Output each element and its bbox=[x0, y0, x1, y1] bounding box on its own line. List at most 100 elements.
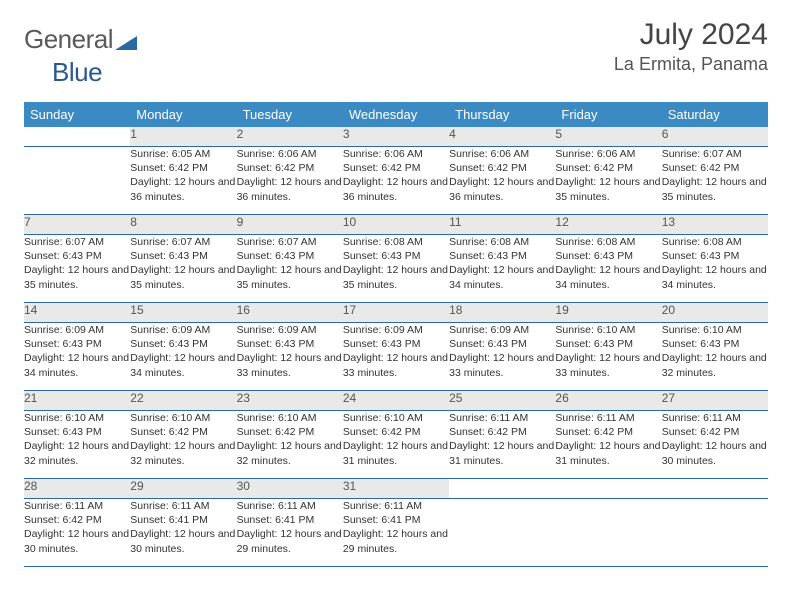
sunrise-line: Sunrise: 6:07 AM bbox=[24, 235, 130, 249]
day-number-cell: 20 bbox=[662, 303, 768, 323]
daylight-line: Daylight: 12 hours and 31 minutes. bbox=[555, 439, 661, 467]
sunrise-line: Sunrise: 6:09 AM bbox=[237, 323, 343, 337]
daylight-line: Daylight: 12 hours and 30 minutes. bbox=[24, 527, 130, 555]
sunrise-line: Sunrise: 6:09 AM bbox=[343, 323, 449, 337]
sunrise-line: Sunrise: 6:10 AM bbox=[24, 411, 130, 425]
sunrise-line: Sunrise: 6:11 AM bbox=[662, 411, 768, 425]
calendar-table: Sunday Monday Tuesday Wednesday Thursday… bbox=[24, 102, 768, 568]
daylight-line: Daylight: 12 hours and 33 minutes. bbox=[237, 351, 343, 379]
day-content-cell: Sunrise: 6:10 AMSunset: 6:42 PMDaylight:… bbox=[130, 411, 236, 479]
content-row: Sunrise: 6:05 AMSunset: 6:42 PMDaylight:… bbox=[24, 147, 768, 215]
daylight-line: Daylight: 12 hours and 36 minutes. bbox=[343, 175, 449, 203]
sunset-line: Sunset: 6:43 PM bbox=[237, 249, 343, 263]
sunset-line: Sunset: 6:43 PM bbox=[24, 249, 130, 263]
day-content-cell: Sunrise: 6:11 AMSunset: 6:42 PMDaylight:… bbox=[24, 499, 130, 567]
logo-triangle-icon bbox=[115, 26, 137, 57]
day-content-cell bbox=[24, 147, 130, 215]
daynum-row: 123456 bbox=[24, 127, 768, 147]
sunrise-line: Sunrise: 6:05 AM bbox=[130, 147, 236, 161]
weekday-wednesday: Wednesday bbox=[343, 102, 449, 127]
weekday-tuesday: Tuesday bbox=[237, 102, 343, 127]
sunrise-line: Sunrise: 6:06 AM bbox=[449, 147, 555, 161]
day-number-cell: 23 bbox=[237, 391, 343, 411]
weekday-thursday: Thursday bbox=[449, 102, 555, 127]
sunrise-line: Sunrise: 6:09 AM bbox=[449, 323, 555, 337]
content-row: Sunrise: 6:10 AMSunset: 6:43 PMDaylight:… bbox=[24, 411, 768, 479]
daylight-line: Daylight: 12 hours and 35 minutes. bbox=[130, 263, 236, 291]
sunset-line: Sunset: 6:42 PM bbox=[237, 161, 343, 175]
daylight-line: Daylight: 12 hours and 30 minutes. bbox=[130, 527, 236, 555]
daylight-line: Daylight: 12 hours and 34 minutes. bbox=[24, 351, 130, 379]
daylight-line: Daylight: 12 hours and 36 minutes. bbox=[130, 175, 236, 203]
day-number-cell: 9 bbox=[237, 215, 343, 235]
sunrise-line: Sunrise: 6:10 AM bbox=[555, 323, 661, 337]
sunset-line: Sunset: 6:42 PM bbox=[555, 161, 661, 175]
day-content-cell: Sunrise: 6:08 AMSunset: 6:43 PMDaylight:… bbox=[343, 235, 449, 303]
logo-word1: General bbox=[24, 24, 113, 54]
sunrise-line: Sunrise: 6:08 AM bbox=[662, 235, 768, 249]
sunrise-line: Sunrise: 6:11 AM bbox=[24, 499, 130, 513]
day-content-cell: Sunrise: 6:07 AMSunset: 6:43 PMDaylight:… bbox=[24, 235, 130, 303]
sunset-line: Sunset: 6:43 PM bbox=[343, 249, 449, 263]
day-content-cell: Sunrise: 6:06 AMSunset: 6:42 PMDaylight:… bbox=[343, 147, 449, 215]
sunrise-line: Sunrise: 6:08 AM bbox=[555, 235, 661, 249]
sunset-line: Sunset: 6:43 PM bbox=[130, 249, 236, 263]
day-content-cell: Sunrise: 6:06 AMSunset: 6:42 PMDaylight:… bbox=[449, 147, 555, 215]
sunset-line: Sunset: 6:41 PM bbox=[343, 513, 449, 527]
day-number-cell: 22 bbox=[130, 391, 236, 411]
sunrise-line: Sunrise: 6:11 AM bbox=[130, 499, 236, 513]
sunrise-line: Sunrise: 6:10 AM bbox=[662, 323, 768, 337]
location-label: La Ermita, Panama bbox=[614, 54, 768, 75]
day-content-cell: Sunrise: 6:10 AMSunset: 6:42 PMDaylight:… bbox=[343, 411, 449, 479]
sunrise-line: Sunrise: 6:11 AM bbox=[237, 499, 343, 513]
sunrise-line: Sunrise: 6:07 AM bbox=[662, 147, 768, 161]
day-number-cell: 30 bbox=[237, 479, 343, 499]
daynum-row: 14151617181920 bbox=[24, 303, 768, 323]
day-content-cell: Sunrise: 6:10 AMSunset: 6:43 PMDaylight:… bbox=[24, 411, 130, 479]
day-number-cell: 26 bbox=[555, 391, 661, 411]
day-content-cell bbox=[449, 499, 555, 567]
daylight-line: Daylight: 12 hours and 29 minutes. bbox=[237, 527, 343, 555]
daylight-line: Daylight: 12 hours and 32 minutes. bbox=[24, 439, 130, 467]
sunset-line: Sunset: 6:43 PM bbox=[662, 337, 768, 351]
header: General Blue July 2024 La Ermita, Panama bbox=[24, 18, 768, 88]
day-number-cell: 14 bbox=[24, 303, 130, 323]
daynum-row: 21222324252627 bbox=[24, 391, 768, 411]
day-number-cell: 4 bbox=[449, 127, 555, 147]
sunrise-line: Sunrise: 6:10 AM bbox=[343, 411, 449, 425]
day-number-cell: 13 bbox=[662, 215, 768, 235]
day-number-cell: 28 bbox=[24, 479, 130, 499]
sunset-line: Sunset: 6:43 PM bbox=[555, 249, 661, 263]
day-number-cell bbox=[24, 127, 130, 147]
day-content-cell bbox=[555, 499, 661, 567]
sunset-line: Sunset: 6:42 PM bbox=[130, 425, 236, 439]
sunset-line: Sunset: 6:41 PM bbox=[130, 513, 236, 527]
calendar-body: 123456 Sunrise: 6:05 AMSunset: 6:42 PMDa… bbox=[24, 127, 768, 567]
sunrise-line: Sunrise: 6:10 AM bbox=[237, 411, 343, 425]
day-content-cell: Sunrise: 6:07 AMSunset: 6:43 PMDaylight:… bbox=[130, 235, 236, 303]
day-number-cell: 1 bbox=[130, 127, 236, 147]
day-number-cell bbox=[662, 479, 768, 499]
day-number-cell: 7 bbox=[24, 215, 130, 235]
day-content-cell: Sunrise: 6:11 AMSunset: 6:42 PMDaylight:… bbox=[449, 411, 555, 479]
content-row: Sunrise: 6:07 AMSunset: 6:43 PMDaylight:… bbox=[24, 235, 768, 303]
weekday-friday: Friday bbox=[555, 102, 661, 127]
sunrise-line: Sunrise: 6:06 AM bbox=[343, 147, 449, 161]
day-number-cell: 5 bbox=[555, 127, 661, 147]
day-content-cell: Sunrise: 6:06 AMSunset: 6:42 PMDaylight:… bbox=[555, 147, 661, 215]
content-row: Sunrise: 6:09 AMSunset: 6:43 PMDaylight:… bbox=[24, 323, 768, 391]
sunset-line: Sunset: 6:42 PM bbox=[555, 425, 661, 439]
sunset-line: Sunset: 6:43 PM bbox=[449, 337, 555, 351]
daylight-line: Daylight: 12 hours and 32 minutes. bbox=[130, 439, 236, 467]
daylight-line: Daylight: 12 hours and 29 minutes. bbox=[343, 527, 449, 555]
day-number-cell: 25 bbox=[449, 391, 555, 411]
sunrise-line: Sunrise: 6:09 AM bbox=[130, 323, 236, 337]
day-content-cell: Sunrise: 6:09 AMSunset: 6:43 PMDaylight:… bbox=[343, 323, 449, 391]
sunrise-line: Sunrise: 6:06 AM bbox=[555, 147, 661, 161]
daynum-row: 28293031 bbox=[24, 479, 768, 499]
day-content-cell: Sunrise: 6:11 AMSunset: 6:41 PMDaylight:… bbox=[130, 499, 236, 567]
day-number-cell: 11 bbox=[449, 215, 555, 235]
day-number-cell: 24 bbox=[343, 391, 449, 411]
content-row: Sunrise: 6:11 AMSunset: 6:42 PMDaylight:… bbox=[24, 499, 768, 567]
sunset-line: Sunset: 6:42 PM bbox=[343, 161, 449, 175]
